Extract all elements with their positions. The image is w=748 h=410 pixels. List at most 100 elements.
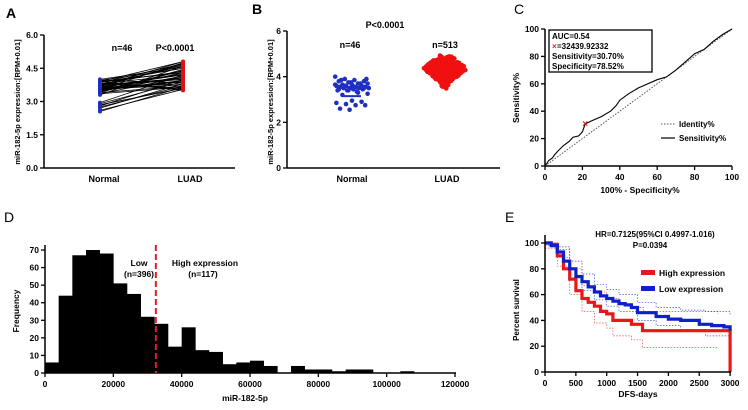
a-luad-point [181, 59, 185, 64]
d-bar [318, 369, 333, 373]
a-pair-line [99, 85, 184, 94]
a-pair-line [99, 85, 184, 108]
b-normal-point [359, 99, 364, 105]
b-normal-point [332, 82, 338, 87]
e-xlabel: DFS-days [618, 389, 657, 399]
b-luad-point [434, 57, 440, 63]
b-y-tick-label: 2 [276, 117, 281, 127]
c-info-sensitivity: Sensitivity=30.70% [552, 52, 624, 61]
e-p-label: P=0.0394 [633, 241, 668, 250]
e-y-tick-label: 100 [525, 238, 539, 248]
c-x-tick-label: 0 [543, 172, 548, 182]
b-luad-point [430, 59, 436, 64]
d-bar [236, 362, 251, 373]
d-bar [400, 371, 415, 374]
b-luad-point [450, 76, 456, 81]
e-high-ci-lower [545, 247, 718, 348]
c-x-tick-label: 100 [725, 172, 739, 182]
a-n-label: n=46 [112, 43, 133, 53]
b-normal-point [362, 102, 368, 108]
e-y-tick-label: 40 [530, 315, 540, 325]
panel-label-d: D [4, 209, 14, 225]
panel-label-c: C [514, 1, 524, 17]
b-luad-point [450, 62, 456, 68]
b-luad-point [435, 69, 440, 74]
b-luad-point [430, 66, 436, 72]
c-roc-curve [544, 28, 733, 167]
b-normal-point [358, 81, 363, 86]
b-luad-point [437, 54, 443, 60]
a-pair-line [99, 83, 184, 88]
a-ylabel: miR-182-5p expression:[RPM+0.01] [13, 39, 22, 165]
c-y-tick-label: 100 [525, 24, 539, 34]
b-luad-point [443, 76, 449, 81]
a-y-tick-label: 1.5 [26, 130, 38, 140]
e-x-tick-label: 3000 [721, 378, 740, 388]
b-luad-point [437, 75, 443, 81]
c-legend-sensitivity: Sensitivity% [679, 134, 726, 143]
a-pair-line [99, 81, 184, 91]
d-y-tick-label: 40 [30, 298, 40, 308]
d-bar [45, 362, 59, 373]
d-bar [168, 346, 182, 374]
c-y-tick-label: 0 [534, 161, 539, 171]
b-ylabel: miR-182-5p expression:[RPM+0.01] [266, 39, 275, 165]
a-pair-line [99, 88, 184, 111]
b-n-normal: n=46 [340, 40, 361, 50]
a-y-tick-label: 3.0 [26, 97, 38, 107]
b-normal-point [353, 102, 358, 108]
b-normal-point [346, 88, 351, 93]
b-normal-point [365, 91, 370, 97]
b-normal-point [348, 80, 354, 85]
b-normal-point [338, 77, 344, 83]
d-bar [127, 293, 141, 374]
b-luad-point [448, 72, 454, 77]
c-info-auc: AUC=0.54 [552, 32, 590, 41]
e-legend-high-swatch [641, 270, 655, 275]
a-y-tick-label: 0.0 [26, 163, 38, 173]
b-normal-point [334, 100, 339, 106]
b-luad-point [449, 54, 454, 59]
a-pair-line [99, 66, 184, 80]
b-luad-point [430, 70, 436, 76]
e-legend-high: High expression [659, 268, 725, 278]
b-normal-point [337, 106, 343, 111]
e-legend-low-swatch [641, 286, 655, 291]
a-pair-line [99, 70, 184, 92]
b-normal-point [365, 81, 370, 86]
d-bar [304, 369, 319, 373]
b-luad-point [423, 64, 428, 70]
b-luad-point [440, 80, 446, 85]
e-x-tick-label: 1500 [628, 378, 647, 388]
d-x-tick-label: 40000 [170, 379, 194, 389]
a-pair-line [99, 78, 184, 107]
b-luad-point [444, 81, 450, 87]
b-y-tick-label: 0 [276, 163, 281, 173]
e-low-curve [545, 241, 732, 331]
d-bar [86, 250, 100, 374]
d-x-tick-label: 120000 [441, 379, 470, 389]
e-ylabel: Percent survival [512, 279, 521, 341]
c-x-tick-label: 60 [652, 172, 662, 182]
d-bar [345, 369, 360, 373]
b-normal-point [364, 76, 369, 82]
e-x-tick-label: 1000 [597, 378, 616, 388]
c-identity-line [544, 28, 733, 167]
b-p-label: P<0.0001 [366, 20, 405, 30]
b-luad-point [459, 67, 465, 72]
e-x-tick-label: 500 [569, 378, 583, 388]
b-normal-point [347, 107, 352, 113]
d-y-tick-label: 70 [30, 245, 40, 255]
a-normal-point [98, 89, 102, 94]
a-x-tick-normal: Normal [88, 174, 119, 184]
d-high-label: High expression [172, 258, 238, 268]
a-normal-point [98, 109, 102, 114]
d-bar [195, 350, 210, 373]
d-bar [222, 364, 237, 374]
d-x-tick-label: 20000 [102, 379, 126, 389]
d-ylabel: Frequency [11, 289, 21, 332]
d-y-tick-label: 50 [30, 280, 40, 290]
e-y-tick-label: 80 [530, 264, 540, 274]
c-x-tick-label: 20 [578, 172, 588, 182]
b-luad-point [455, 64, 460, 70]
